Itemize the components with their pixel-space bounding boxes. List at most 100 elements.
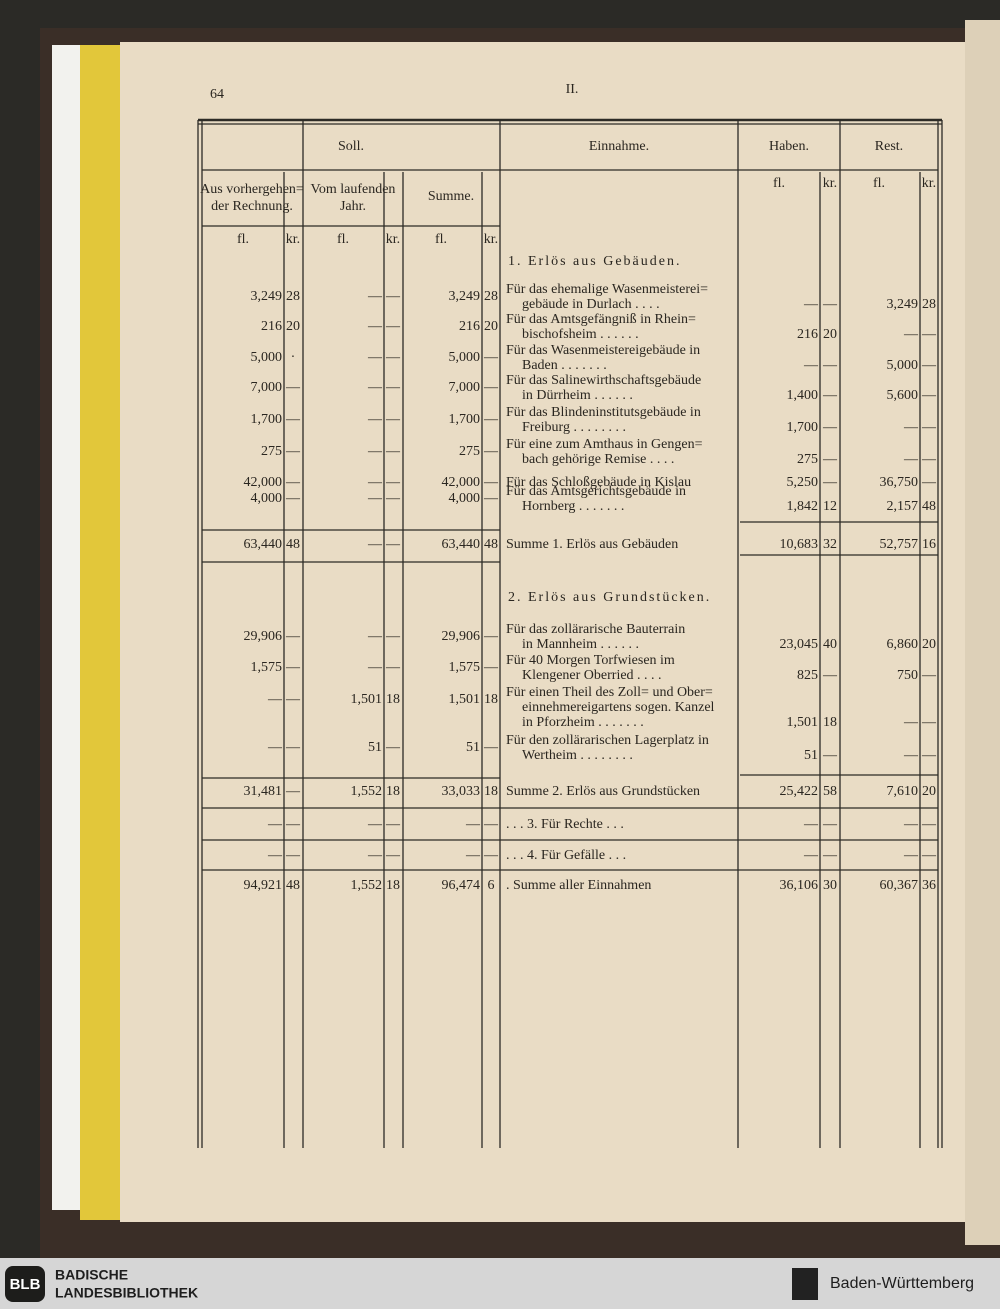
gulden-cell: 51 (466, 740, 480, 755)
gulden-cell: 1,700 (787, 420, 819, 435)
kreuzer-cell: — (285, 491, 301, 506)
gulden-cell: — (465, 817, 481, 832)
kreuzer-cell: 20 (484, 319, 498, 334)
gulden-cell: 3,249 (887, 297, 919, 312)
kreuzer-cell: 30 (823, 878, 837, 893)
gulden-cell: 4,000 (251, 491, 283, 506)
item-text: Für das Amtsgerichtsgebäude in (506, 484, 686, 499)
gulden-cell: 216 (459, 319, 480, 334)
item-text: gebäude in Durlach . . . . (522, 297, 660, 312)
kreuzer-cell: — (921, 420, 937, 435)
column-group-header: Haben. (769, 139, 809, 154)
unit-label: kr. (286, 232, 300, 247)
kreuzer-cell: 48 (922, 499, 936, 514)
item-text: Für eine zum Amthaus in Gengen= (506, 437, 703, 452)
gulden-cell: 1,501 (449, 692, 481, 707)
item-text: Für das Wasenmeistereigebäude in (506, 343, 700, 358)
kreuzer-cell: — (385, 629, 401, 644)
section-heading: 1. Erlös aus Gebäuden. (508, 254, 681, 269)
gulden-cell: — (267, 740, 283, 755)
item-text: in Pforzheim . . . . . . . (522, 715, 644, 730)
gulden-cell: 5,600 (887, 388, 919, 403)
item-text: . . . 3. Für Rechte . . . (506, 817, 624, 832)
kreuzer-cell: — (483, 444, 499, 459)
column-sub-header: der Rechnung. (211, 199, 293, 214)
gulden-cell: — (465, 848, 481, 863)
column-sub-header: Jahr. (340, 199, 366, 214)
column-sub-header: Aus vorhergehen= (200, 182, 304, 197)
kreuzer-cell: — (822, 358, 838, 373)
gulden-cell: 1,552 (351, 784, 383, 799)
kreuzer-cell: — (483, 412, 499, 427)
kreuzer-cell: — (921, 388, 937, 403)
page-edge (52, 45, 82, 1210)
gilt-edge (80, 45, 125, 1220)
kreuzer-cell: — (483, 380, 499, 395)
kreuzer-cell: — (385, 412, 401, 427)
gulden-cell: — (803, 817, 819, 832)
gulden-cell: 42,000 (244, 475, 283, 490)
gulden-cell: — (803, 297, 819, 312)
kreuzer-cell: — (822, 748, 838, 763)
kreuzer-cell: — (285, 692, 301, 707)
gulden-cell: — (367, 848, 383, 863)
item-text: Baden . . . . . . . (522, 358, 607, 373)
kreuzer-cell: 18 (484, 692, 498, 707)
unit-label: fl. (435, 232, 447, 247)
gulden-cell: 51 (368, 740, 382, 755)
gulden-cell: 7,610 (887, 784, 919, 799)
kreuzer-cell: — (822, 475, 838, 490)
kreuzer-cell: 12 (823, 499, 837, 514)
kreuzer-cell: — (822, 420, 838, 435)
kreuzer-cell: — (921, 848, 937, 863)
gulden-cell: — (803, 848, 819, 863)
item-text: Für einen Theil des Zoll= und Ober= (506, 685, 713, 700)
item-text: . Summe aller Einnahmen (506, 878, 651, 893)
gulden-cell: 23,045 (780, 637, 819, 652)
gulden-cell: 4,000 (449, 491, 481, 506)
kreuzer-cell: 18 (484, 784, 498, 799)
gulden-cell: 96,474 (442, 878, 481, 893)
gulden-cell: — (367, 660, 383, 675)
gulden-cell: — (903, 848, 919, 863)
kreuzer-cell: 48 (484, 537, 498, 552)
kreuzer-cell: — (822, 668, 838, 683)
gulden-cell: 42,000 (442, 475, 481, 490)
gulden-cell: 5,000 (251, 350, 283, 365)
kreuzer-cell: — (385, 319, 401, 334)
kreuzer-cell: — (483, 848, 499, 863)
kreuzer-cell: — (483, 660, 499, 675)
kreuzer-cell: — (921, 668, 937, 683)
gulden-cell: 275 (261, 444, 282, 459)
unit-label: kr. (386, 232, 400, 247)
gulden-cell: 1,700 (251, 412, 283, 427)
gulden-cell: 36,106 (780, 878, 819, 893)
gulden-cell: 5,000 (887, 358, 919, 373)
item-text: Für den zollärarischen Lagerplatz in (506, 733, 709, 748)
gulden-cell: 29,906 (244, 629, 283, 644)
gulden-cell: 33,033 (442, 784, 481, 799)
gulden-cell: 750 (897, 668, 918, 683)
kreuzer-cell: — (921, 817, 937, 832)
kreuzer-cell: · (291, 350, 296, 365)
gulden-cell: 216 (261, 319, 282, 334)
gulden-cell: — (903, 817, 919, 832)
gulden-cell: — (803, 358, 819, 373)
gulden-cell: — (903, 748, 919, 763)
kreuzer-cell: — (921, 358, 937, 373)
gulden-cell: — (367, 289, 383, 304)
kreuzer-cell: — (285, 848, 301, 863)
next-page (965, 20, 1000, 1245)
gulden-cell: 216 (797, 327, 818, 342)
kreuzer-cell: — (822, 388, 838, 403)
item-text: Für das ehemalige Wasenmeisterei= (506, 282, 708, 297)
gulden-cell: — (367, 817, 383, 832)
item-text: Summe 1. Erlös aus Gebäuden (506, 537, 678, 552)
kreuzer-cell: 58 (823, 784, 837, 799)
gulden-cell: 25,422 (780, 784, 819, 799)
gulden-cell: 31,481 (244, 784, 283, 799)
gulden-cell: 275 (459, 444, 480, 459)
item-text: Für das Blindeninstitutsgebäude in (506, 405, 701, 420)
item-text: bischofsheim . . . . . . (522, 327, 639, 342)
